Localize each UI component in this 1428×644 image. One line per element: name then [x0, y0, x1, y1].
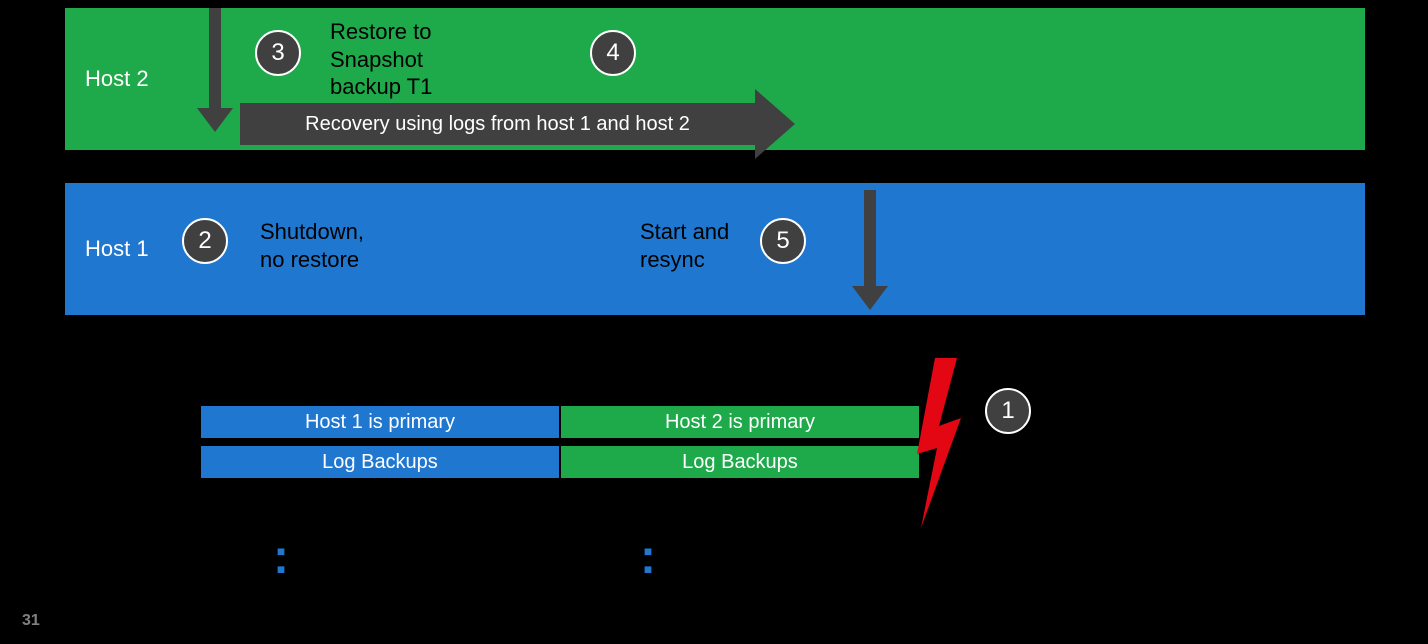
failure-bolt-icon [917, 358, 967, 528]
timeline-primary-row: Host 1 is primary Host 2 is primary [200, 405, 920, 439]
step-5-badge: 5 [760, 218, 806, 264]
tick-t1: : [273, 530, 289, 585]
recovery-arrow-text: Recovery using logs from host 1 and host… [305, 113, 690, 136]
timeline-seg-host2-primary: Host 2 is primary [560, 405, 920, 439]
step-5-num: 5 [776, 227, 789, 255]
host2-label: Host 2 [65, 66, 215, 92]
step-3-badge: 3 [255, 30, 301, 76]
timeline-seg-logs-2: Log Backups [560, 445, 920, 479]
step-2-badge: 2 [182, 218, 228, 264]
step-1-num: 1 [1001, 397, 1014, 425]
step-4-badge: 4 [590, 30, 636, 76]
step-3-text: Restore to Snapshot backup T1 [330, 18, 432, 101]
step-1-badge: 1 [985, 388, 1031, 434]
timeline-seg-host1-primary: Host 1 is primary [200, 405, 560, 439]
recovery-arrow: Recovery using logs from host 1 and host… [240, 103, 755, 145]
step-5-text: Start and resync [640, 218, 729, 273]
timeline-seg-logs-1: Log Backups [200, 445, 560, 479]
timeline-logs-row: Log Backups Log Backups [200, 445, 920, 479]
page-number: 31 [22, 612, 40, 630]
step-2-text: Shutdown, no restore [260, 218, 364, 273]
step-3-num: 3 [271, 39, 284, 67]
step-2-num: 2 [198, 227, 211, 255]
step-4-num: 4 [606, 39, 619, 67]
tick-t2: : [640, 530, 656, 585]
